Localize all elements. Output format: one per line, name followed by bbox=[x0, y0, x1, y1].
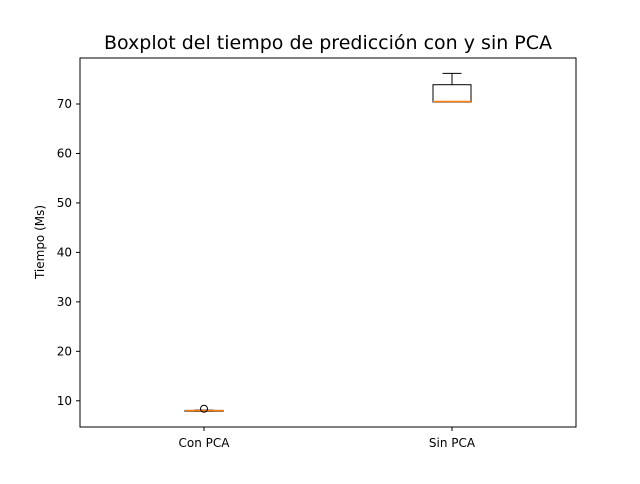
outlier-point bbox=[200, 404, 208, 413]
y-tick-label: 10 bbox=[57, 394, 72, 408]
y-tick-label: 40 bbox=[57, 245, 72, 259]
box-iqr bbox=[432, 84, 472, 103]
y-tick-label: 20 bbox=[57, 344, 72, 358]
y-tick-label: 30 bbox=[57, 295, 72, 309]
plot-frame bbox=[79, 57, 577, 428]
x-tick-label: Con PCA bbox=[179, 436, 231, 450]
x-tick-label: Sin PCA bbox=[429, 436, 476, 450]
y-tick-label: 60 bbox=[57, 146, 72, 160]
chart-title: Boxplot del tiempo de predicción con y s… bbox=[104, 32, 552, 54]
plot-area: 10 20 30 40 50 60 70 Con PCA Sin PCA bbox=[57, 57, 577, 450]
y-axis-label: Tiempo (Ms) bbox=[33, 205, 47, 280]
y-tick-label: 70 bbox=[57, 97, 72, 111]
y-tick-label: 50 bbox=[57, 196, 72, 210]
